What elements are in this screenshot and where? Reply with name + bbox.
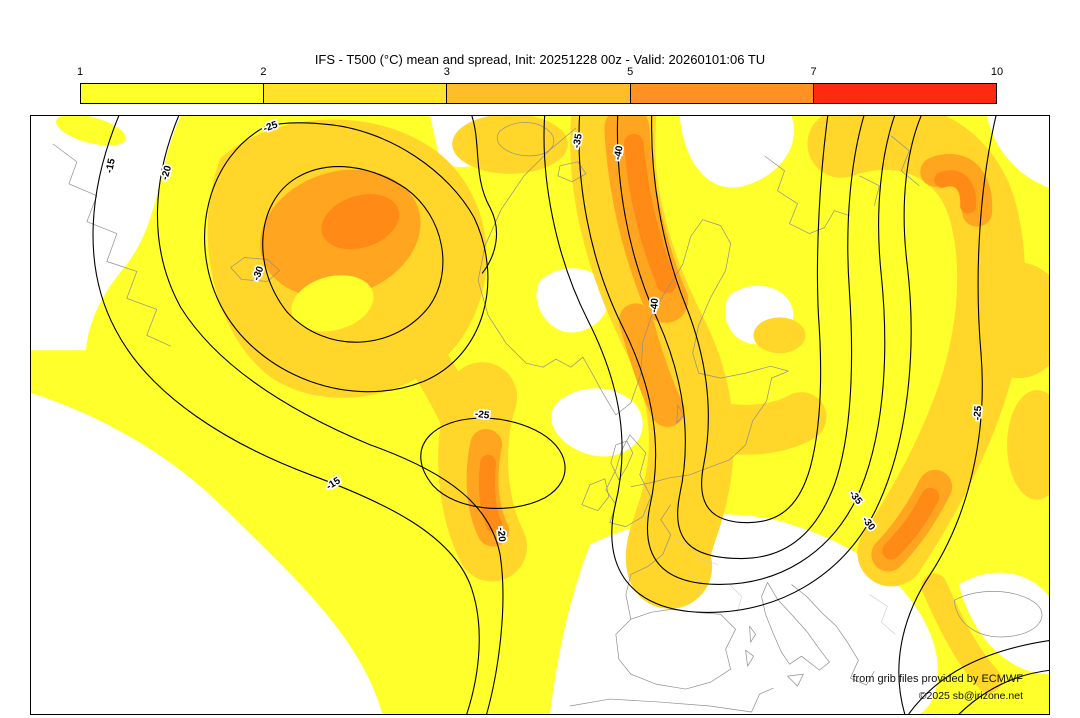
colorbar-track	[80, 83, 997, 104]
map-frame: -15 -20 -25 -30 -15 -20 -25 -35 -40 -40 -35 -30 -25 …	[30, 115, 1050, 715]
contour-label: -15	[104, 157, 118, 174]
colorbar-segment	[263, 84, 447, 103]
contour-label: -25	[972, 405, 984, 421]
colorbar-tick-label: 7	[810, 66, 817, 78]
colorbar-segment	[446, 84, 630, 103]
colorbar-tick-label: 5	[627, 66, 634, 78]
credit-copyright: ©2025 sb@irizone.net	[918, 689, 1023, 702]
spread-colorbar: 1 2 3 5 7 10	[76, 66, 1003, 104]
colorbar-tick-label: 2	[260, 66, 267, 78]
spread-intense-bands	[478, 133, 977, 560]
contour-label: -35	[571, 132, 584, 149]
contour-label: -25	[474, 409, 490, 422]
weather-map: -15 -20-25-30-15-20-25-35-40-40-35-30-25	[31, 116, 1049, 714]
country-borders	[674, 539, 896, 635]
colorbar-segment	[629, 84, 813, 103]
temperature-contours	[92, 116, 1049, 714]
colorbar-tick-label: 3	[443, 66, 450, 78]
colorbar-tick-label: 10	[990, 66, 1004, 78]
contour-label: -40	[612, 144, 625, 161]
spread-base-pockets	[56, 116, 374, 332]
colorbar-tick-label: 1	[76, 66, 84, 78]
credit-source: from grib files provided by ECMWF	[852, 672, 1023, 685]
colorbar-tick-row: 1 2 3 5 7 10	[76, 66, 1003, 81]
contour-label: -20	[495, 527, 507, 543]
credits: from grib files provided by ECMWF ©2025 …	[852, 671, 1023, 704]
contour-label: -40	[649, 297, 661, 313]
colorbar-segment	[81, 84, 264, 103]
colorbar-segment	[812, 84, 997, 103]
spread-intense-regions	[321, 194, 400, 250]
chart-title: IFS - T500 (°C) mean and spread, Init: 2…	[314, 52, 766, 67]
